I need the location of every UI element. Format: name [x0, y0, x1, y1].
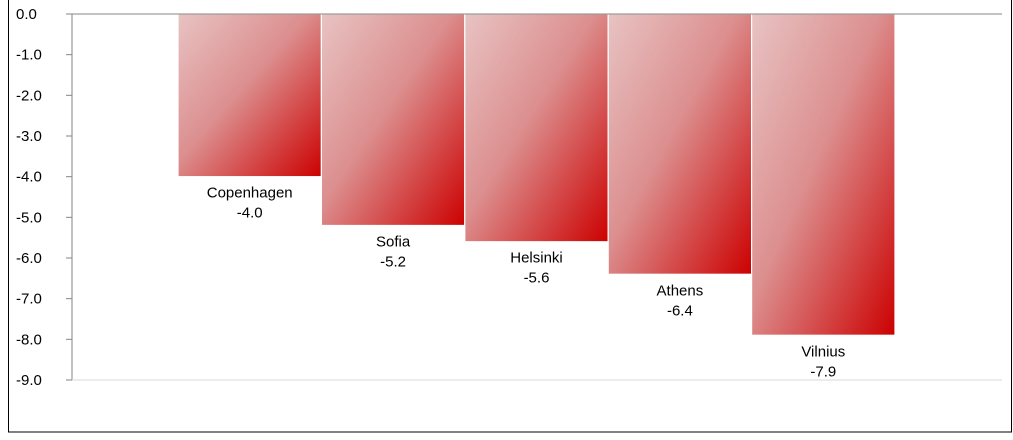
y-tick-label: -3.0	[16, 128, 42, 145]
category-label: Helsinki	[510, 250, 563, 267]
value-label: -6.4	[667, 302, 693, 319]
y-tick-label: -7.0	[16, 291, 42, 308]
y-tick-label: 0.0	[16, 6, 37, 23]
bar-vilnius	[750, 13, 896, 336]
bar-helsinki	[464, 13, 609, 243]
bar-sofia	[320, 13, 466, 227]
value-label: -5.6	[524, 270, 550, 287]
y-tick-label: -1.0	[16, 47, 42, 64]
category-label: Copenhagen	[207, 185, 293, 202]
value-label: -7.9	[810, 363, 836, 380]
y-tick-label: -9.0	[16, 372, 42, 389]
bar-copenhagen	[177, 13, 322, 178]
y-tick-label: -8.0	[16, 331, 42, 348]
bar-athens	[607, 13, 753, 275]
y-tick-label: -4.0	[16, 169, 42, 186]
y-tick-label: -5.0	[16, 209, 42, 226]
category-label: Vilnius	[801, 343, 845, 360]
y-tick-label: -6.0	[16, 250, 42, 267]
value-label: -4.0	[237, 205, 263, 222]
chart-frame	[8, 0, 1012, 433]
category-label: Athens	[657, 282, 704, 299]
y-tick-label: -2.0	[16, 87, 42, 104]
category-label: Sofia	[376, 233, 411, 250]
value-label: -5.2	[380, 253, 406, 270]
